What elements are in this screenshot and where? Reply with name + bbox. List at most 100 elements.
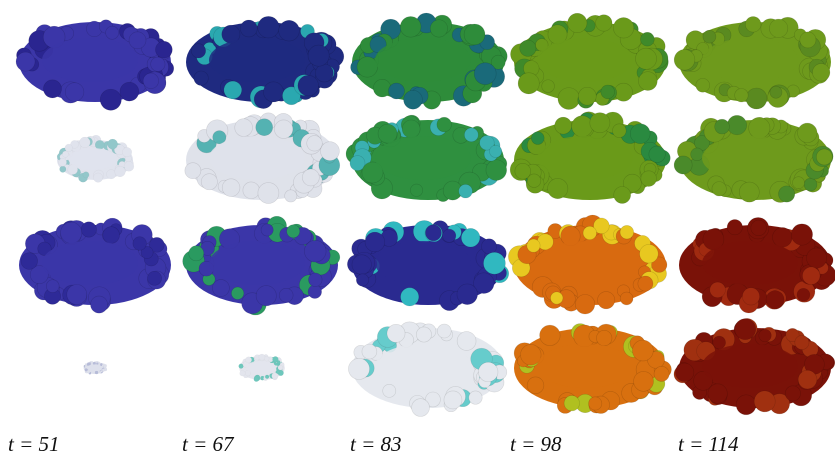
- brain-bump: [739, 182, 759, 202]
- brain-bump: [279, 20, 300, 41]
- brain-bump: [596, 15, 612, 31]
- brain-bump: [640, 32, 654, 46]
- brain-rendering: [346, 115, 507, 202]
- brain-bump: [85, 365, 87, 367]
- brain-core: [375, 344, 471, 388]
- brain-bump: [83, 172, 89, 178]
- brain-bump: [307, 136, 323, 152]
- brain-bump: [352, 255, 371, 274]
- brain-bump: [769, 19, 787, 37]
- brain-bump: [304, 240, 326, 262]
- brain-bump: [654, 366, 669, 381]
- brain-bump: [378, 124, 397, 143]
- brain-bump: [272, 373, 278, 379]
- brain-rendering: [674, 318, 835, 414]
- brain-bump: [254, 377, 259, 382]
- brain-bump: [791, 224, 812, 245]
- brain-core: [209, 38, 305, 82]
- brain-bump: [696, 78, 710, 92]
- brain-bump: [531, 132, 544, 145]
- brain-bump: [348, 358, 369, 379]
- brain-bump: [461, 228, 480, 247]
- brain-bump: [437, 324, 451, 338]
- brain-bump: [635, 48, 656, 69]
- brain-rendering: [19, 218, 171, 313]
- brain-bump: [806, 248, 826, 268]
- brain-core: [702, 136, 798, 180]
- brain-bump: [715, 119, 730, 134]
- brain-bump: [43, 80, 61, 98]
- brain-bump: [120, 82, 139, 101]
- time-label: t = 51: [8, 432, 60, 457]
- brain-bump: [122, 147, 132, 157]
- brain-bump: [62, 151, 68, 157]
- brain-bump: [735, 88, 749, 102]
- figure: t = 51 t = 67 t = 83 t = 98 t = 114: [0, 0, 835, 457]
- brain-bump: [224, 81, 242, 99]
- brain-bump: [96, 362, 98, 364]
- brain-rendering: [84, 361, 107, 374]
- brain-rendering: [186, 16, 344, 108]
- brain-bump: [674, 49, 695, 70]
- time-label: t = 67: [182, 432, 234, 457]
- brain-core: [69, 148, 117, 170]
- brain-bump: [259, 354, 265, 360]
- brain-bump: [527, 377, 544, 394]
- brain-bump: [437, 117, 452, 132]
- brain-core: [702, 241, 798, 285]
- brain-bump: [87, 370, 90, 373]
- brain-bump: [362, 344, 377, 359]
- brain-rendering: [57, 135, 134, 182]
- brain-bump: [99, 371, 101, 373]
- brain-bump: [302, 169, 319, 186]
- brain-bump: [713, 336, 726, 349]
- brain-bump: [641, 171, 657, 187]
- brain-bump: [766, 291, 784, 309]
- brain-bump: [104, 365, 107, 368]
- brain-bump: [87, 363, 89, 365]
- brain-bump: [590, 113, 610, 133]
- brain-bump: [464, 128, 478, 142]
- brain-core: [537, 241, 633, 285]
- brain-bump: [558, 88, 580, 110]
- brain-bump: [798, 370, 817, 389]
- brain-bump: [243, 182, 260, 199]
- brain-bump: [489, 145, 501, 157]
- brain-bump: [800, 32, 816, 48]
- brain-bump: [410, 184, 422, 196]
- brain-bump: [357, 57, 378, 78]
- brain-bump: [614, 186, 631, 203]
- brain-bump: [703, 30, 716, 43]
- brain-bump: [67, 285, 87, 305]
- brain-bump: [365, 232, 385, 252]
- brain-bump: [457, 284, 478, 305]
- brain-bump: [674, 156, 692, 174]
- brain-bump: [240, 20, 257, 37]
- brain-bump: [298, 75, 319, 96]
- brain-bump: [261, 224, 273, 236]
- brain-bump: [100, 89, 121, 110]
- brain-bump: [383, 384, 396, 397]
- brain-rendering: [351, 13, 508, 109]
- time-label: t = 98: [510, 432, 562, 457]
- brain-bump: [564, 395, 579, 410]
- brain-bump: [185, 163, 201, 179]
- brain-bump: [315, 64, 333, 82]
- brain-core: [87, 364, 101, 371]
- brain-bump: [751, 220, 767, 236]
- brain-bump: [212, 280, 229, 297]
- brain-bump: [285, 190, 297, 202]
- brain-bump: [81, 222, 96, 237]
- brain-core: [537, 136, 633, 180]
- brain-bump: [515, 163, 531, 179]
- brain-bump: [568, 13, 587, 32]
- brain-rendering: [508, 215, 667, 314]
- brain-bump: [778, 186, 794, 202]
- brain-bump: [235, 119, 253, 137]
- brain-bump: [613, 18, 634, 39]
- brain-bump: [103, 227, 120, 244]
- brain-bump: [104, 368, 107, 371]
- brain-bump: [401, 288, 419, 306]
- brain-bump: [287, 225, 300, 238]
- brain-bump: [578, 87, 596, 105]
